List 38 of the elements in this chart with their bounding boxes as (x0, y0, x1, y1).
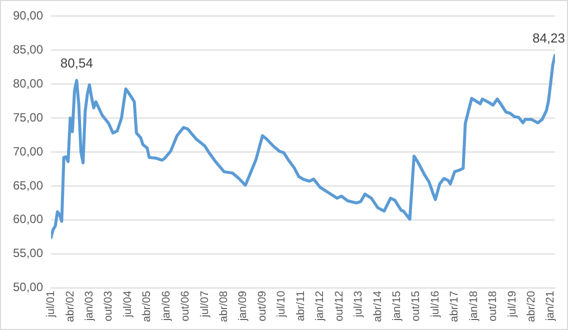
x-tick-label: out/18 (487, 290, 500, 322)
x-tick-label: jul/16 (429, 290, 442, 318)
x-tick-label: abr/11 (294, 290, 307, 322)
data-label: 80,54 (60, 56, 93, 71)
y-tick-label: 60,00 (13, 212, 44, 226)
y-tick-label: 50,00 (13, 280, 44, 294)
x-tick-label: jan/21 (544, 290, 557, 322)
y-tick-label: 75,00 (13, 110, 44, 124)
y-tick-label: 70,00 (13, 144, 44, 158)
x-tick-label: jul/13 (352, 290, 365, 318)
x-tick-label: abr/14 (372, 290, 384, 322)
x-tick-label: jan/18 (468, 290, 480, 322)
x-tick-label: abr/17 (448, 290, 461, 322)
y-tick-label: 90,00 (13, 8, 44, 23)
x-tick-label: out/06 (180, 290, 192, 322)
x-tick-label: jan/12 (314, 290, 326, 322)
x-tick-label: out/15 (410, 290, 422, 322)
data-label: 84,23 (532, 30, 566, 46)
x-tick-label: jul/01 (45, 290, 58, 318)
x-tick-label: jan/09 (237, 290, 250, 322)
x-tick-label: out/12 (333, 290, 346, 322)
x-tick-label: jan/03 (84, 290, 96, 322)
x-tick-label: jan/06 (160, 290, 172, 322)
x-tick-label: abr/08 (218, 290, 230, 322)
x-tick-label: out/03 (102, 290, 115, 322)
x-tick-label: out/09 (256, 290, 268, 322)
x-tick-label: jan/15 (390, 290, 403, 322)
x-tick-label: jul/19 (506, 290, 518, 318)
x-tick-label: jul/10 (276, 290, 288, 318)
y-tick-label: 80,00 (13, 76, 44, 90)
y-tick-label: 65,00 (13, 178, 44, 192)
x-tick-label: abr/05 (141, 290, 154, 322)
x-tick-label: jul/04 (122, 290, 134, 318)
x-tick-label: abr/02 (64, 290, 76, 322)
y-tick-label: 55,00 (13, 246, 44, 260)
x-tick-label: abr/20 (526, 290, 538, 322)
y-tick-label: 85,00 (13, 42, 44, 56)
x-tick-label: jul/07 (198, 290, 211, 318)
